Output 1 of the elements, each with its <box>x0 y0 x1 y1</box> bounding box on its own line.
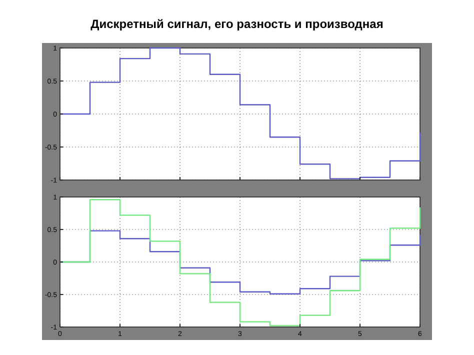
chart-title: Дискретный сигнал, его разность и производная <box>90 17 384 31</box>
